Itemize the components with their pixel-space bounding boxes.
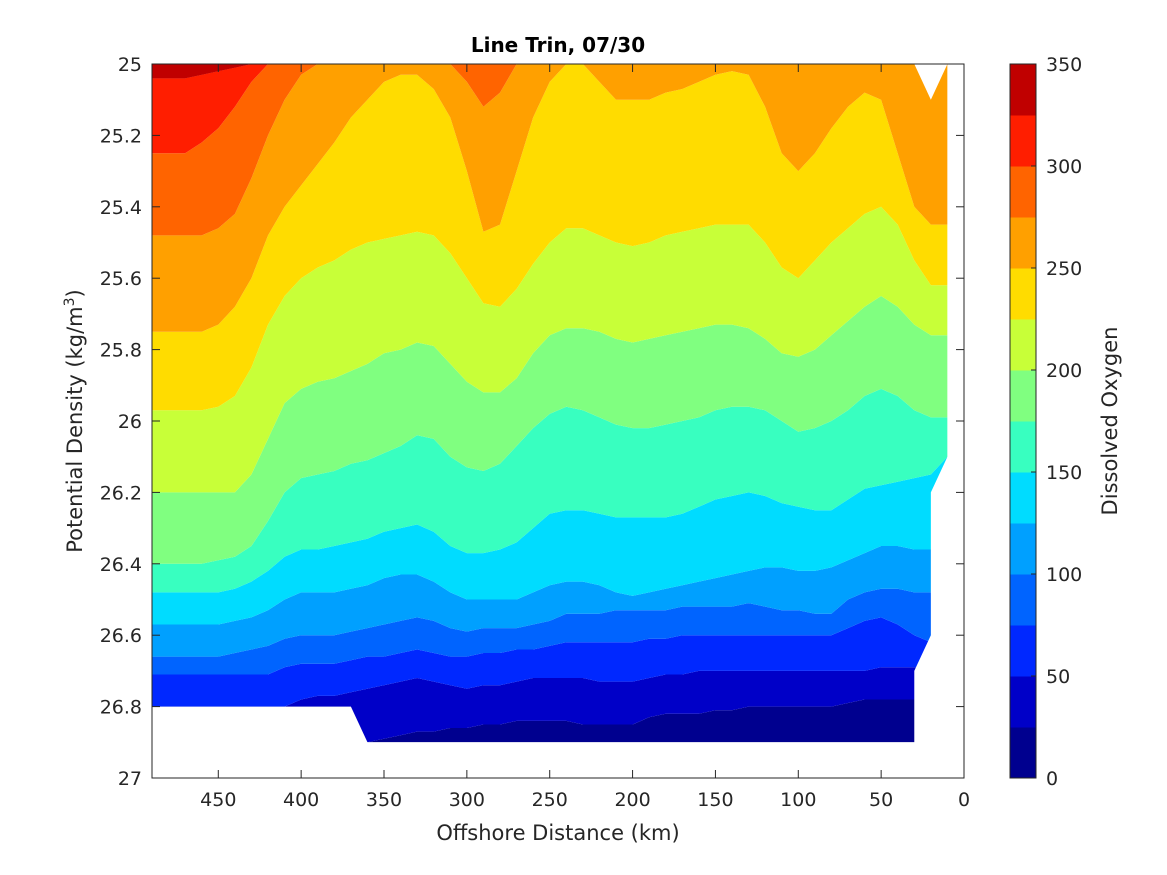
- y-axis-label-main: Potential Density (kg/m: [63, 306, 87, 552]
- y-axis-label-close: ): [63, 289, 87, 297]
- colorbar: [1010, 64, 1036, 779]
- chart-title: Line Trin, 07/30: [471, 33, 645, 57]
- x-tick-label: 0: [958, 789, 970, 811]
- contour-band-12: [152, 64, 948, 154]
- colorbar-label: Dissolved Oxygen: [1098, 327, 1122, 516]
- contour-band-5: [152, 456, 948, 625]
- colorbar-ticks: 0 50 100 150 200 250 300 350: [1031, 54, 1082, 790]
- colorbar-tick-label: 350: [1046, 54, 1082, 76]
- y-tick-label: 26: [118, 411, 142, 433]
- x-tick-label: 300: [449, 789, 485, 811]
- colorbar-segment: [1010, 625, 1036, 677]
- y-tick-label: 27: [118, 768, 142, 790]
- contour-band-2: [152, 617, 948, 707]
- contour-band-4: [152, 546, 948, 657]
- y-axis-ticks: 25 25.2 25.4 25.6 25.8 26 26.2 26.4 26.6 26.8 27: [100, 54, 964, 790]
- colorbar-segment: [1010, 64, 1036, 116]
- no-data-mask-right: [947, 64, 964, 457]
- contour-band-1: [152, 667, 948, 743]
- no-data-mask-corner: [914, 64, 948, 100]
- y-tick-label: 25.8: [100, 340, 142, 362]
- y-tick-label: 26.6: [100, 625, 142, 647]
- y-tick-label: 25: [118, 54, 142, 76]
- contour-band-top: [152, 64, 948, 79]
- colorbar-frame: [1009, 63, 1037, 779]
- colorbar-segment: [1010, 523, 1036, 575]
- contour-band-3: [152, 588, 948, 675]
- colorbar-segment: [1010, 574, 1036, 626]
- y-axis-label-superscript: 3: [62, 297, 78, 306]
- colorbar-tick-label: 200: [1046, 360, 1082, 382]
- y-tick-label: 26.4: [100, 554, 142, 576]
- x-tick-label: 450: [200, 789, 236, 811]
- contour-band-10: [152, 64, 948, 332]
- colorbar-segment: [1010, 217, 1036, 269]
- colorbar-tick-label: 250: [1046, 258, 1082, 280]
- contour-fill-layer: [152, 64, 964, 778]
- colorbar-segment: [1010, 727, 1036, 779]
- colorbar-segment: [1010, 421, 1036, 473]
- colorbar-segment: [1010, 319, 1036, 371]
- contour-band-7: [152, 296, 948, 564]
- colorbar-segment: [1010, 115, 1036, 167]
- colorbar-segment: [1010, 370, 1036, 422]
- x-axis-label: Offshore Distance (km): [436, 821, 679, 845]
- y-tick-label: 25.4: [100, 197, 142, 219]
- contour-band-8: [152, 206, 948, 493]
- colorbar-tick-label: 300: [1046, 156, 1082, 178]
- x-tick-label: 100: [780, 789, 816, 811]
- colorbar-tick-label: 50: [1046, 666, 1070, 688]
- y-tick-label: 26.8: [100, 697, 142, 719]
- colorbar-segment: [1010, 166, 1036, 218]
- x-tick-label: 400: [283, 789, 319, 811]
- x-tick-label: 50: [869, 789, 893, 811]
- colorbar-tick-label: 0: [1046, 768, 1058, 790]
- x-tick-label: 250: [532, 789, 568, 811]
- colorbar-segment: [1010, 472, 1036, 524]
- x-tick-label: 200: [614, 789, 650, 811]
- no-data-mask-bottom: [152, 456, 964, 778]
- contour-band-9: [152, 64, 948, 411]
- y-tick-label: 26.2: [100, 482, 142, 504]
- colorbar-tick-label: 150: [1046, 462, 1082, 484]
- y-tick-label: 25.6: [100, 268, 142, 290]
- y-axis-label: Potential Density (kg/m3): [62, 289, 87, 553]
- y-tick-label: 25.2: [100, 125, 142, 147]
- x-axis-ticks: 450 400 350 300 250 200 150 100 50 0: [200, 64, 970, 811]
- colorbar-segment: [1010, 268, 1036, 320]
- contour-band-6: [152, 388, 948, 593]
- colorbar-tick-label: 100: [1046, 564, 1082, 586]
- colorbar-segment: [1010, 676, 1036, 728]
- x-tick-label: 350: [366, 789, 402, 811]
- x-tick-label: 150: [697, 789, 733, 811]
